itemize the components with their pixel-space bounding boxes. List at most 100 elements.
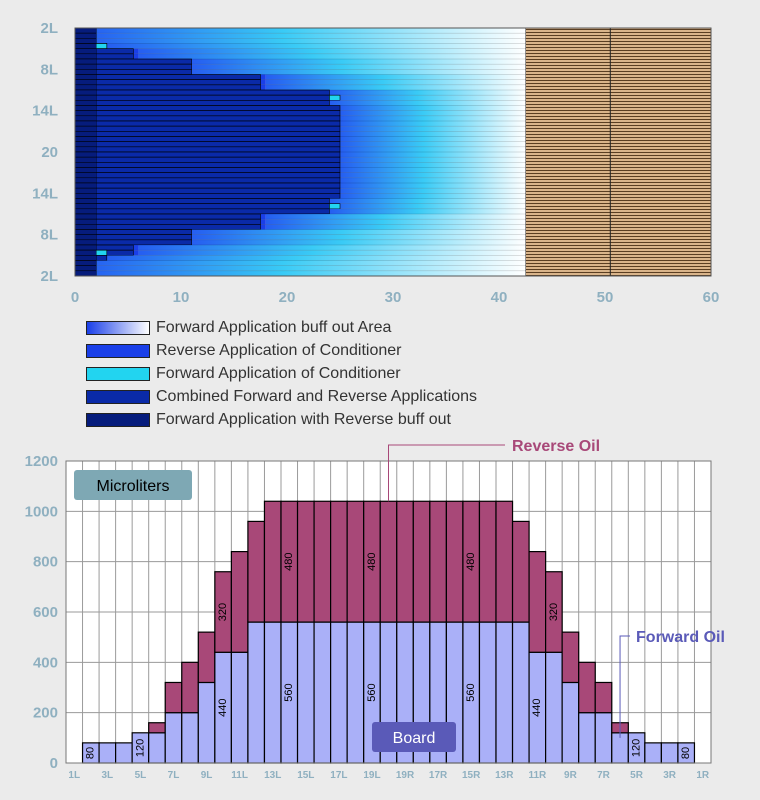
bar-value-label: 120	[630, 739, 642, 757]
forward-reverse-buff-cell	[74, 100, 97, 106]
x-tick-label: 9R	[564, 770, 578, 781]
reverse-oil-bar	[429, 500, 447, 623]
x-tick-label: 30	[385, 289, 402, 306]
buff-out-cell	[329, 198, 526, 204]
legend-item-forward-conditioner: Forward Application of Conditioner	[86, 362, 477, 385]
legend-swatch-reverse-conditioner	[86, 343, 150, 358]
y-tick-label: 8L	[40, 61, 58, 78]
reverse-oil-bar	[594, 681, 613, 714]
buff-out-cell	[340, 183, 526, 189]
x-tick-label: 0	[71, 289, 79, 306]
combined-cell	[74, 224, 261, 230]
forward-reverse-buff-cell	[74, 265, 97, 272]
forward-reverse-buff-cell	[74, 213, 97, 220]
forward-oil-bar	[313, 621, 332, 764]
legend-label-forward-reverse-buff: Forward Application with Reverse buff ou…	[156, 410, 451, 428]
forward-oil-bar	[346, 621, 365, 764]
forward-reverse-buff-cell	[74, 74, 97, 80]
forward-oil-bar	[330, 621, 348, 764]
forward-reverse-buff-cell	[74, 115, 97, 122]
bar-value-label: 80	[85, 747, 97, 759]
forward-oil-bar	[478, 621, 497, 764]
reverse-oil-bar	[561, 631, 580, 684]
buff-out-cell	[191, 59, 526, 65]
buff-out-cell	[340, 115, 526, 121]
y-tick-label: 14L	[32, 103, 58, 120]
forward-reverse-buff-cell	[74, 239, 97, 246]
buff-out-cell	[329, 203, 526, 209]
forward-reverse-buff-cell	[74, 162, 97, 168]
legend-item-forward-reverse-buff: Forward Application with Reverse buff ou…	[86, 408, 477, 431]
buff-out-cell	[340, 141, 526, 147]
combined-cell	[74, 172, 341, 179]
bar-value-label: 480	[366, 552, 378, 570]
y-tick-label: 14L	[32, 185, 58, 202]
combined-cell	[74, 156, 341, 163]
oil-stacked-bar-chart: 0 200 400 600 800 1000 1200 80 120 440 320 560 480 56…	[25, 438, 725, 781]
forward-reverse-buff-cell	[74, 193, 97, 199]
reverse-oil-bar	[164, 681, 183, 714]
forward-reverse-buff-cell	[74, 136, 97, 142]
forward-reverse-buff-cell	[74, 208, 97, 215]
buff-out-cell	[340, 146, 526, 152]
reverse-oil-bar	[545, 571, 563, 653]
forward-reverse-buff-cell	[74, 182, 97, 189]
reverse-oil-bar	[396, 500, 414, 623]
y-tick-label: 2L	[40, 20, 58, 37]
buff-out-cell	[329, 100, 526, 106]
board-label: Board	[393, 730, 436, 747]
x-tick-label: 19R	[396, 770, 415, 781]
buff-out-cell	[340, 162, 526, 168]
buff-out-cell	[340, 167, 526, 173]
combined-cell	[74, 182, 341, 189]
legend-item-buff-out: Forward Application buff out Area	[86, 316, 477, 339]
forward-reverse-buff-cell	[74, 172, 97, 179]
buff-out-cell	[340, 105, 526, 111]
forward-reverse-buff-cell	[74, 38, 97, 44]
forward-oil-bar	[148, 732, 166, 764]
reverse-oil-bar	[511, 520, 530, 623]
combined-cell	[74, 167, 341, 173]
legend-item-combined: Combined Forward and Reverse Application…	[86, 385, 477, 408]
combined-cell	[74, 94, 330, 101]
forward-reverse-buff-cell	[74, 255, 97, 261]
reverse-oil-callout-line	[388, 444, 505, 502]
legend-label-buff-out: Forward Application buff out Area	[156, 318, 392, 336]
buff-out-cell	[138, 53, 526, 59]
forward-reverse-buff-cell	[74, 177, 97, 184]
forward-reverse-buff-cell	[74, 53, 97, 60]
y-tick-label: 2L	[40, 268, 58, 285]
forward-reverse-buff-cell	[74, 120, 97, 127]
buff-out-cell	[340, 177, 526, 183]
legend-item-reverse-conditioner: Reverse Application of Conditioner	[86, 339, 477, 362]
forward-reverse-buff-cell	[74, 146, 97, 153]
x-tick-label: 11R	[528, 770, 547, 781]
forward-oil-bar	[495, 621, 514, 764]
buff-out-cell	[138, 245, 526, 251]
y-tick-label: 200	[33, 705, 58, 722]
reverse-oil-bar	[330, 500, 348, 623]
combined-cell	[74, 203, 330, 210]
reverse-oil-bar	[578, 661, 596, 714]
buff-out-cell	[340, 126, 526, 132]
forward-reverse-buff-cell	[74, 69, 97, 75]
reverse-oil-bar	[296, 500, 315, 623]
combined-cell	[74, 110, 341, 117]
reverse-oil-bar	[412, 500, 431, 623]
buff-out-cell	[85, 38, 526, 44]
bar-value-label: 480	[465, 552, 477, 570]
x-tick-label: 40	[491, 289, 508, 306]
forward-reverse-buff-cell	[74, 48, 97, 55]
reverse-oil-bar	[346, 500, 365, 623]
combined-cell	[74, 151, 341, 158]
forward-reverse-buff-cell	[74, 270, 97, 277]
x-tick-label: 13R	[495, 770, 514, 781]
forward-reverse-buff-cell	[74, 141, 97, 148]
x-tick-label: 15L	[297, 770, 314, 781]
x-tick-label: 1R	[696, 770, 710, 781]
board-label-box	[372, 722, 456, 752]
buff-out-cell	[340, 121, 526, 127]
forward-reverse-buff-cell	[74, 218, 97, 225]
forward-oil-bar	[181, 712, 199, 764]
combined-cell	[74, 177, 341, 184]
